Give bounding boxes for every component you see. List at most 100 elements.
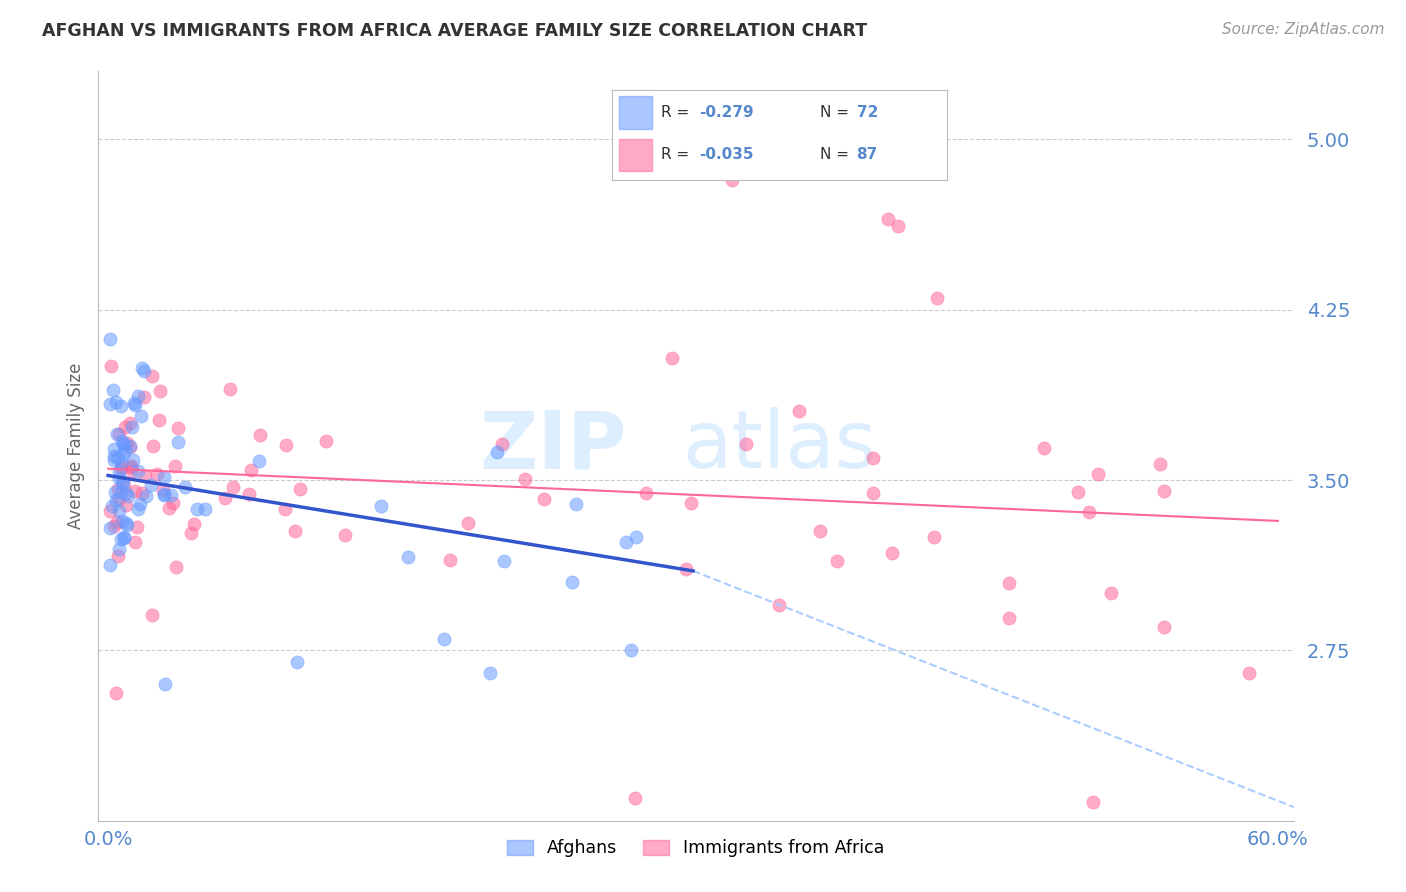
Point (115, 436, 138, 450)
Point (103, 453, 125, 467)
Point (153, 487, 176, 501)
Point (162, 496, 184, 510)
Point (111, 437, 134, 451)
Point (141, 368, 163, 383)
Point (149, 384, 172, 398)
Point (103, 442, 125, 456)
Point (129, 409, 152, 423)
Point (183, 517, 205, 532)
Point (825, 554, 848, 568)
Point (122, 453, 145, 467)
Point (132, 390, 155, 404)
Point (103, 449, 125, 463)
Point (101, 384, 124, 398)
Point (1081, 796, 1104, 810)
Point (180, 526, 202, 541)
Text: Source: ZipAtlas.com: Source: ZipAtlas.com (1222, 22, 1385, 37)
Point (124, 535, 146, 549)
Point (118, 416, 141, 430)
Point (186, 502, 208, 516)
Point (124, 398, 146, 412)
Point (163, 458, 186, 473)
Point (112, 479, 135, 493)
Point (925, 292, 948, 306)
Point (998, 611, 1021, 625)
Point (110, 532, 132, 546)
Point (152, 469, 174, 483)
Point (132, 364, 155, 378)
Legend: Afghans, Immigrants from Africa: Afghans, Immigrants from Africa (501, 832, 891, 864)
Point (222, 480, 245, 494)
Point (100, 359, 122, 374)
Point (721, 173, 744, 187)
Point (276, 438, 298, 452)
Point (105, 515, 128, 529)
Point (479, 666, 502, 681)
Point (131, 485, 153, 500)
Point (107, 483, 129, 497)
Point (877, 211, 900, 226)
Point (139, 478, 162, 492)
Point (247, 454, 270, 468)
Point (141, 608, 163, 623)
Text: atlas: atlas (682, 407, 877, 485)
Point (624, 530, 647, 544)
Point (513, 472, 536, 486)
Point (808, 524, 831, 538)
Point (120, 459, 142, 474)
Point (98, 521, 121, 535)
Point (128, 497, 150, 511)
Point (121, 463, 143, 477)
Point (290, 482, 312, 496)
Point (108, 542, 131, 557)
Point (249, 427, 271, 442)
Point (108, 465, 131, 479)
Point (111, 446, 134, 460)
Point (862, 485, 884, 500)
Point (115, 516, 138, 530)
Point (167, 435, 190, 450)
Point (122, 396, 145, 410)
Point (679, 496, 702, 510)
Point (370, 499, 392, 513)
Point (120, 460, 142, 475)
Text: AFGHAN VS IMMIGRANTS FROM AFRICA AVERAGE FAMILY SIZE CORRELATION CHART: AFGHAN VS IMMIGRANTS FROM AFRICA AVERAGE… (42, 22, 868, 40)
Point (157, 501, 180, 516)
Point (396, 549, 419, 564)
Point (661, 351, 683, 365)
Point (100, 499, 122, 513)
Point (439, 553, 461, 567)
Point (636, 486, 658, 500)
Point (887, 219, 910, 233)
Point (998, 575, 1021, 590)
Point (614, 534, 637, 549)
Point (98, 504, 121, 518)
Point (118, 440, 141, 454)
Point (117, 489, 139, 503)
Point (142, 439, 165, 453)
Point (492, 554, 515, 568)
Point (1153, 619, 1175, 633)
Point (121, 419, 143, 434)
Point (862, 451, 884, 466)
Point (112, 530, 135, 544)
Point (114, 531, 136, 545)
Point (98, 397, 121, 411)
Point (104, 686, 127, 700)
Point (1087, 467, 1109, 481)
Point (148, 413, 170, 427)
Point (111, 475, 134, 490)
Point (214, 491, 236, 506)
Point (108, 471, 131, 485)
Point (274, 501, 297, 516)
Point (285, 655, 308, 669)
Point (174, 480, 197, 494)
Point (107, 451, 129, 466)
Point (165, 559, 187, 574)
Point (623, 791, 645, 805)
Point (114, 486, 136, 500)
Point (110, 461, 132, 475)
Point (134, 468, 156, 483)
Point (486, 444, 509, 458)
Point (135, 489, 157, 503)
